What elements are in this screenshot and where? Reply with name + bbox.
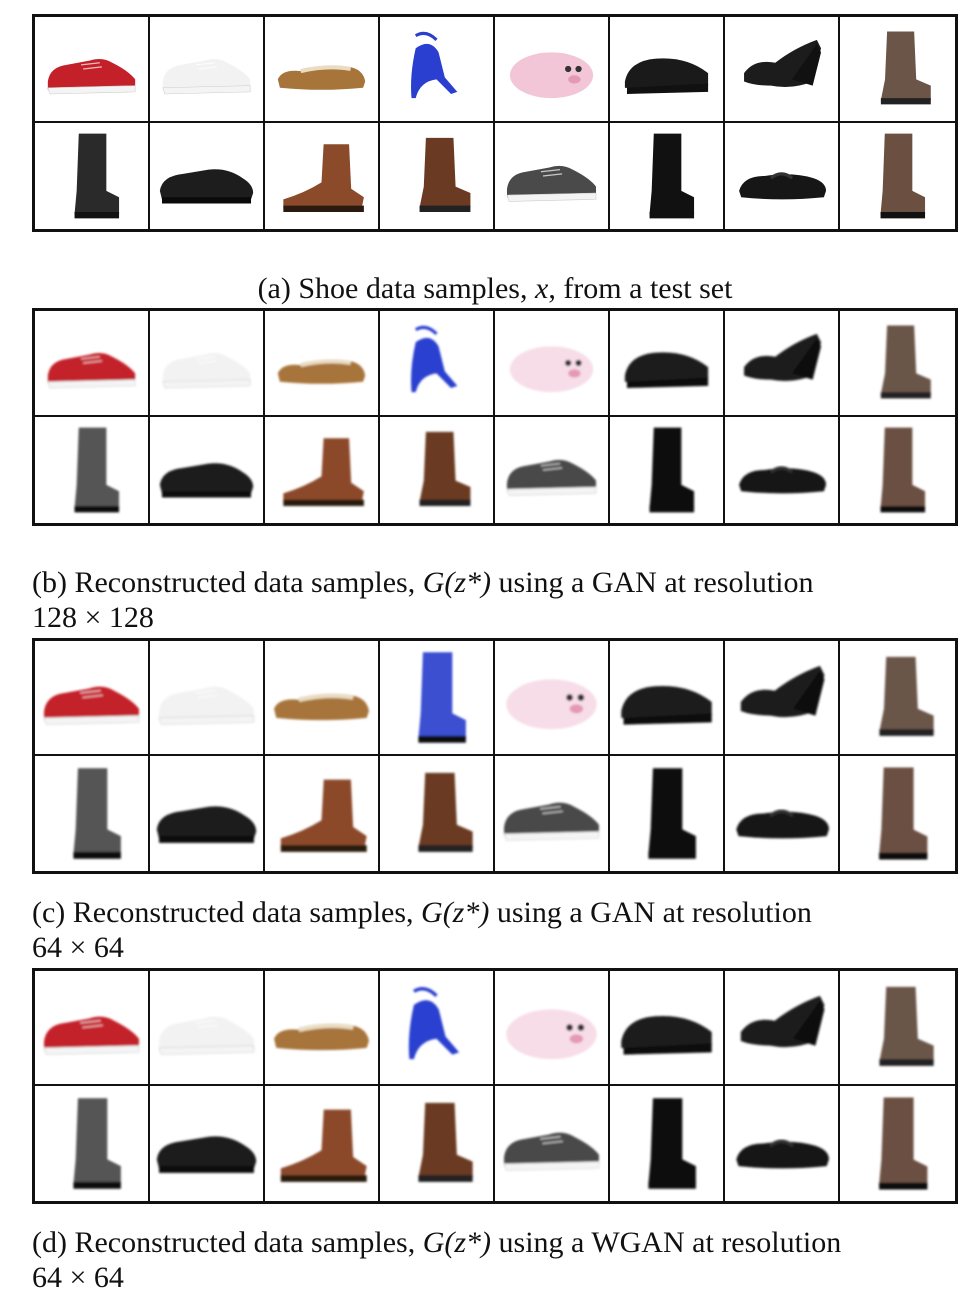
shoe-image-b-13 [495, 417, 610, 523]
shoe-image-b-6 [610, 311, 725, 417]
caption-d-math: G(z*) [422, 1226, 492, 1259]
shoe-image-d-13 [495, 1086, 610, 1201]
shoe-image-c-4 [380, 641, 495, 756]
caption-b: (b) Reconstructed data samples, G(z*) us… [32, 565, 958, 635]
shoe-image-a-8 [840, 17, 955, 123]
shoe-image-b-16 [840, 417, 955, 523]
shoe-image-c-15 [725, 756, 840, 871]
shoe-image-b-9 [35, 417, 150, 523]
caption-c: (c) Reconstructed data samples, G(z*) us… [32, 895, 958, 965]
shoe-image-d-2 [150, 971, 265, 1086]
caption-c-prefix: (c) Reconstructed data samples, [32, 896, 422, 929]
shoe-image-a-12 [380, 123, 495, 229]
caption-a-math: x [534, 272, 549, 305]
caption-b-resolution: 128 × 128 [32, 601, 154, 634]
caption-b-math: G(z*) [422, 566, 492, 599]
shoe-image-d-5 [495, 971, 610, 1086]
shoe-image-d-7 [725, 971, 840, 1086]
shoe-image-c-7 [725, 641, 840, 756]
caption-a-suffix: , from a test set [548, 272, 733, 305]
shoe-image-c-9 [35, 756, 150, 871]
shoe-image-a-10 [150, 123, 265, 229]
shoe-image-c-6 [610, 641, 725, 756]
shoe-image-a-13 [495, 123, 610, 229]
shoe-image-b-7 [725, 311, 840, 417]
shoe-image-b-10 [150, 417, 265, 523]
shoe-image-b-1 [35, 311, 150, 417]
shoe-image-c-3 [265, 641, 380, 756]
shoe-image-a-4 [380, 17, 495, 123]
shoe-image-b-3 [265, 311, 380, 417]
shoe-image-d-15 [725, 1086, 840, 1201]
caption-c-suffix: using a GAN at resolution [489, 896, 812, 929]
image-grid-d [32, 968, 958, 1204]
caption-a: (a) Shoe data samples, x, from a test se… [32, 271, 958, 306]
shoe-image-b-14 [610, 417, 725, 523]
figure-panel-d [32, 968, 958, 1204]
shoe-image-d-4 [380, 971, 495, 1086]
shoe-image-d-10 [150, 1086, 265, 1201]
shoe-image-c-1 [35, 641, 150, 756]
shoe-image-a-7 [725, 17, 840, 123]
shoe-image-a-11 [265, 123, 380, 229]
caption-b-prefix: (b) Reconstructed data samples, [32, 566, 423, 599]
shoe-image-a-1 [35, 17, 150, 123]
shoe-image-b-2 [150, 311, 265, 417]
shoe-image-b-8 [840, 311, 955, 417]
shoe-image-c-11 [265, 756, 380, 871]
caption-a-prefix: (a) Shoe data samples, [257, 272, 535, 305]
shoe-image-d-12 [380, 1086, 495, 1201]
caption-b-suffix: using a GAN at resolution [491, 566, 814, 599]
shoe-image-a-2 [150, 17, 265, 123]
shoe-image-c-12 [380, 756, 495, 871]
figure-panel-b [32, 308, 958, 526]
shoe-image-d-9 [35, 1086, 150, 1201]
shoe-image-a-14 [610, 123, 725, 229]
shoe-image-a-5 [495, 17, 610, 123]
figure-panel-c [32, 638, 958, 874]
shoe-image-b-12 [380, 417, 495, 523]
shoe-image-d-6 [610, 971, 725, 1086]
caption-d-suffix: using a WGAN at resolution [491, 1226, 842, 1259]
shoe-image-a-9 [35, 123, 150, 229]
shoe-image-d-11 [265, 1086, 380, 1201]
shoe-image-c-13 [495, 756, 610, 871]
shoe-image-a-16 [840, 123, 955, 229]
shoe-image-b-15 [725, 417, 840, 523]
shoe-image-b-5 [495, 311, 610, 417]
caption-d-resolution: 64 × 64 [32, 1261, 124, 1294]
shoe-image-d-14 [610, 1086, 725, 1201]
shoe-image-c-2 [150, 641, 265, 756]
shoe-image-d-8 [840, 971, 955, 1086]
shoe-image-d-1 [35, 971, 150, 1086]
caption-d: (d) Reconstructed data samples, G(z*) us… [32, 1225, 958, 1295]
shoe-image-b-4 [380, 311, 495, 417]
image-grid-c [32, 638, 958, 874]
shoe-image-a-3 [265, 17, 380, 123]
shoe-image-c-8 [840, 641, 955, 756]
shoe-image-c-5 [495, 641, 610, 756]
caption-c-math: G(z*) [421, 896, 490, 929]
shoe-image-c-16 [840, 756, 955, 871]
caption-c-resolution: 64 × 64 [32, 931, 124, 964]
image-grid-a [32, 14, 958, 232]
shoe-image-a-6 [610, 17, 725, 123]
image-grid-b [32, 308, 958, 526]
shoe-image-d-16 [840, 1086, 955, 1201]
caption-d-prefix: (d) Reconstructed data samples, [32, 1226, 423, 1259]
shoe-image-c-10 [150, 756, 265, 871]
figure-panel-a [32, 14, 958, 232]
shoe-image-d-3 [265, 971, 380, 1086]
shoe-image-c-14 [610, 756, 725, 871]
shoe-image-a-15 [725, 123, 840, 229]
shoe-image-b-11 [265, 417, 380, 523]
